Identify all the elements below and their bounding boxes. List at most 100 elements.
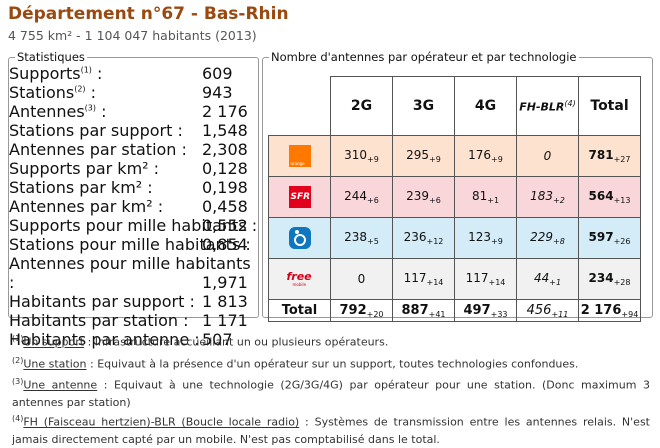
cell: 295+9: [392, 135, 455, 177]
column-header: 4G: [454, 76, 517, 136]
stats-legend: Statistiques: [17, 50, 85, 64]
cell-delta: +12: [426, 237, 444, 246]
header-text: 4G: [474, 98, 497, 114]
logo-text: orange: [290, 161, 305, 166]
stat-row: Antennes par km² : 0,458: [9, 197, 258, 216]
cell: 497+33: [454, 299, 517, 322]
cell-delta: +6: [367, 196, 379, 205]
cell-value: 234: [588, 271, 614, 285]
cell-value: 497: [463, 302, 491, 318]
stat-value: 1 171: [202, 311, 248, 330]
footnote-text: : Equivaut à la présence d'un opérateur …: [86, 357, 579, 371]
stat-row: Stations par support : 1,548: [9, 121, 258, 140]
cell-delta: +20: [366, 309, 384, 319]
cell: 792+20: [330, 299, 393, 322]
stat-value: 0,458: [202, 197, 248, 216]
cell-delta: +28: [613, 278, 631, 287]
stat-value: 1,548: [202, 121, 248, 140]
header-text: Total: [590, 98, 629, 114]
footnote-ref: (4): [564, 98, 576, 108]
stat-label: Supports: [9, 64, 81, 83]
cell-value: 792: [339, 302, 367, 318]
stat-value: 2,308: [202, 140, 248, 159]
cell-value: 238: [344, 230, 368, 244]
cell: 2 176+94: [578, 299, 641, 322]
header-text: FH-BLR: [519, 100, 565, 114]
cell: 44+1: [516, 258, 579, 300]
cell-value: 117: [403, 271, 427, 285]
stat-label: Stations par support :: [9, 121, 183, 140]
corner: [268, 76, 331, 136]
logo-shape: [293, 230, 306, 246]
cell-value: 564: [588, 189, 614, 203]
footnote-ref: (2): [74, 84, 86, 94]
cell-value: 117: [465, 271, 489, 285]
stat-label: Antennes pour mille habitants :: [9, 254, 251, 292]
header-text: 3G: [412, 98, 435, 114]
stat-label: Stations par km² :: [9, 178, 153, 197]
logo-cell: [268, 217, 331, 259]
cell: 597+26: [578, 217, 641, 259]
stat-value: 2 176: [202, 102, 248, 121]
cell-value: 183: [530, 189, 554, 203]
stat-row: Antennes(3) : 2 176: [9, 102, 258, 121]
cell-value: 81: [471, 189, 488, 203]
stat-value: 0,128: [202, 159, 248, 178]
cell: 238+5: [330, 217, 393, 259]
logo-sfr: SFR: [288, 186, 311, 208]
stat-colon: :: [91, 64, 103, 83]
total-row: Total 792+20 887+41 497+33 456+11 2 176+94: [268, 299, 641, 322]
stat-label: Antennes par station :: [9, 140, 187, 159]
column-header: Total: [578, 76, 641, 136]
cell: 244+6: [330, 176, 393, 218]
stat-row: Supports(1) : 609: [9, 64, 258, 83]
stat-row: Habitants par support : 1 813: [9, 292, 258, 311]
footnote-term: FH (Faisceau hertzien)-BLR (Boucle local…: [23, 415, 300, 429]
stat-label: Stations pour mille habitants :: [9, 235, 251, 254]
column-header: FH-BLR(4): [516, 76, 579, 136]
footnote-ref: (3): [84, 103, 97, 113]
logo-cell: orange: [268, 135, 331, 177]
cell: 229+8: [516, 217, 579, 259]
stat-value: 0,198: [202, 178, 248, 197]
cell-delta: +5: [367, 237, 379, 246]
cell-value: 0: [543, 149, 552, 163]
cell-value: 0: [357, 272, 366, 286]
cell: 310+9: [330, 135, 393, 177]
cell-value: 123: [468, 230, 492, 244]
cell-delta: +9: [367, 155, 379, 164]
logo-text: free: [286, 270, 312, 283]
cell-delta: +41: [428, 309, 446, 319]
logo-free: free mobile: [285, 268, 315, 290]
stat-row: Supports pour mille habitants :0,552: [9, 216, 258, 235]
footnote: (1)Un support : Infrastructure accueilla…: [12, 330, 650, 351]
footnote-text: : Systèmes de transmission entre les ant…: [12, 415, 650, 446]
cell-value: 2 176: [580, 302, 622, 318]
stat-label: Supports pour mille habitants :: [9, 216, 258, 235]
column-header: 2G: [330, 76, 393, 136]
cell-value: 781: [588, 148, 614, 162]
stat-colon: :: [96, 102, 107, 121]
cell-value: 597: [588, 230, 614, 244]
stats-box: Statistiques Supports(1) :609 Stations(2) …: [8, 50, 259, 349]
cell-delta: +14: [488, 278, 506, 287]
cell: 123+9: [454, 217, 517, 259]
stat-value: 507: [202, 330, 233, 349]
footnote: (4)FH (Faisceau hertzien)-BLR (Boucle lo…: [12, 410, 650, 448]
footnote-num: (4): [12, 414, 24, 423]
cell-value: 244: [344, 189, 368, 203]
footnote-num: (3): [12, 377, 24, 386]
total-label: Total: [268, 299, 331, 322]
subtitle: 4 755 km² - 1 104 047 habitants (2013): [8, 28, 257, 43]
stat-label: Stations: [9, 83, 75, 102]
stat-value: 1,971: [202, 273, 248, 292]
cell: 0: [516, 135, 579, 177]
cell: 564+13: [578, 176, 641, 218]
cell-delta: +26: [613, 237, 631, 246]
logo-cell: SFR: [268, 176, 331, 218]
cell-value: 295: [406, 148, 430, 162]
stat-label: Antennes: [9, 102, 85, 121]
cell-delta: +9: [491, 155, 503, 164]
logo-orange: orange: [288, 145, 311, 167]
